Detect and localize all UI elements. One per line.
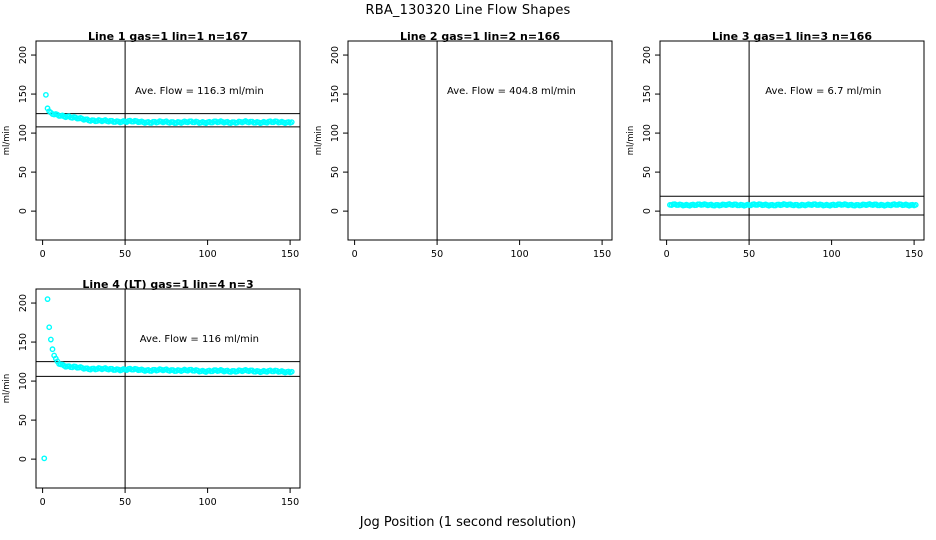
y-tick-label: 0 [18, 208, 29, 214]
y-tick-label: 150 [18, 85, 29, 103]
y-tick-label: 50 [18, 166, 29, 178]
panel-title: Line 1 gas=1 lin=1 n=167 [87, 30, 248, 43]
x-tick-label: 0 [664, 249, 670, 260]
data-point [43, 91, 49, 98]
y-tick-label: 50 [642, 166, 653, 178]
y-tick-label: 50 [18, 414, 29, 426]
panel-line-1: Line 1 gas=1 lin=1 n=167 0 50 100 150 200 0 50… [0, 18, 312, 268]
x-tick-label: 150 [281, 249, 299, 260]
panel-title: Line 4 (LT) gas=1 lin=4 n=3 [82, 278, 254, 291]
x-tick-label: 150 [905, 249, 923, 260]
y-axis-label: ml/min [626, 126, 636, 156]
outlier-point [41, 455, 48, 462]
plot-area: 0 50 100 150 200 0 50 100 150 ml/min Ave. Flow = 1… [2, 40, 301, 260]
panel-line-2: Line 2 gas=1 lin=2 n=166 0 50 100 150 200 0 50… [312, 18, 624, 268]
data-point [47, 336, 54, 343]
ave-flow-annotation: Ave. Flow = 6.7 ml/min [765, 86, 881, 97]
data-point [288, 368, 295, 375]
y-tick-label: 150 [18, 333, 29, 351]
y-tick-label: 200 [18, 294, 29, 312]
x-tick-label: 150 [593, 249, 611, 260]
x-tick-label: 100 [199, 249, 217, 260]
x-tick-label: 100 [199, 497, 217, 508]
data-point [49, 346, 56, 353]
y-tick-label: 100 [330, 124, 341, 142]
x-tick-label: 0 [352, 249, 358, 260]
x-tick-label: 100 [511, 249, 529, 260]
x-axis-caption: Jog Position (1 second resolution) [359, 515, 577, 530]
y-tick-label: 0 [642, 208, 653, 214]
x-tick-label: 50 [431, 249, 443, 260]
x-tick-label: 150 [281, 497, 299, 508]
y-axis-label: ml/min [314, 126, 324, 156]
y-tick-label: 0 [18, 456, 29, 462]
y-tick-label: 150 [642, 85, 653, 103]
y-tick-label: 0 [330, 208, 341, 214]
y-tick-label: 50 [330, 166, 341, 178]
plot-box [659, 40, 925, 241]
panel-line-3: Line 3 gas=1 lin=3 n=166 0 50 100 150 200 0 50… [624, 18, 936, 268]
panel-title: Line 3 gas=1 lin=3 n=166 [711, 30, 872, 43]
y-tick-label: 100 [18, 124, 29, 142]
x-tick-label: 50 [119, 497, 131, 508]
data-point [288, 119, 295, 126]
panel-line-4: Line 4 (LT) gas=1 lin=4 n=3 0 50 100 150 200… [0, 266, 312, 516]
data-point [46, 324, 53, 331]
x-tick-label: 50 [743, 249, 755, 260]
data-point [44, 296, 51, 303]
panel-title: Line 2 gas=1 lin=2 n=166 [399, 30, 560, 43]
figure-title: RBA_130320 Line Flow Shapes [365, 3, 571, 18]
ave-flow-annotation: Ave. Flow = 404.8 ml/min [447, 86, 576, 97]
y-tick-label: 100 [18, 372, 29, 390]
y-tick-label: 100 [642, 124, 653, 142]
y-tick-label: 200 [330, 46, 341, 64]
y-axis-label: ml/min [2, 126, 12, 156]
plot-box [35, 40, 301, 241]
x-tick-label: 100 [823, 249, 841, 260]
ave-flow-annotation: Ave. Flow = 116 ml/min [140, 334, 259, 345]
y-tick-label: 200 [642, 46, 653, 64]
x-tick-label: 0 [40, 249, 46, 260]
y-tick-label: 200 [18, 46, 29, 64]
plot-box [347, 40, 613, 241]
x-tick-label: 50 [119, 249, 131, 260]
plot-area: 0 50 100 150 200 0 50 100 150 ml/min Ave. Flow = 6… [626, 40, 925, 260]
data-point [912, 201, 919, 208]
plot-area: 0 50 100 150 200 0 50 100 150 ml/min Ave. Flow = 1… [2, 288, 301, 508]
y-tick-label: 150 [330, 85, 341, 103]
ave-flow-annotation: Ave. Flow = 116.3 ml/min [135, 86, 264, 97]
y-axis-label: ml/min [2, 374, 12, 404]
x-tick-label: 0 [40, 497, 46, 508]
plot-area: 0 50 100 150 200 0 50 100 150 ml/min Ave. Flow = 4… [314, 40, 613, 260]
plot-box [35, 288, 301, 489]
